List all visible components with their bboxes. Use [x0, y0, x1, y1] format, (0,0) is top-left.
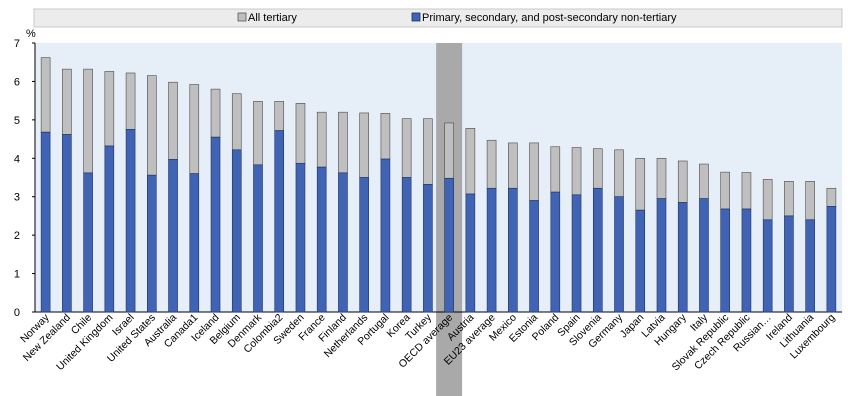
bar-all-tertiary — [274, 101, 285, 131]
bar-primary-secondary — [231, 149, 242, 313]
bar-all-tertiary — [104, 71, 115, 147]
y-tick-label: 6 — [14, 76, 20, 88]
legend-box — [33, 8, 843, 28]
bar-all-tertiary — [508, 142, 518, 189]
bar-primary-secondary — [677, 202, 688, 313]
bar-all-tertiary — [550, 146, 561, 193]
bar-primary-secondary — [125, 129, 136, 313]
bar-all-tertiary — [635, 157, 646, 211]
category-label: Japan — [618, 312, 647, 341]
bar-primary-secondary — [62, 134, 72, 313]
bar-primary-secondary — [571, 194, 582, 313]
bar-primary-secondary — [40, 131, 51, 313]
bar-all-tertiary — [401, 118, 412, 178]
bar-all-tertiary — [465, 128, 476, 195]
bar-primary-secondary — [699, 198, 709, 313]
bar-all-tertiary — [677, 160, 688, 203]
bar-all-tertiary — [699, 163, 709, 199]
bar-all-tertiary — [529, 142, 539, 201]
bar-primary-secondary — [741, 208, 752, 313]
bar-primary-secondary — [592, 187, 603, 313]
bar-primary-secondary — [210, 136, 221, 313]
bar-primary-secondary — [656, 198, 667, 313]
y-axis-unit-label: % — [26, 28, 36, 40]
bar-primary-secondary — [805, 219, 815, 313]
bar-primary-secondary — [401, 177, 412, 313]
bar-all-tertiary — [168, 81, 178, 160]
y-tick-label: 3 — [14, 192, 20, 204]
bar-all-tertiary — [826, 187, 837, 207]
bar-all-tertiary — [805, 181, 815, 221]
bar-all-tertiary — [147, 75, 157, 176]
bar-primary-secondary — [784, 215, 794, 313]
bar-primary-secondary — [274, 130, 285, 313]
bar-primary-secondary — [168, 159, 178, 313]
bar-primary-secondary — [338, 172, 348, 313]
bar-primary-secondary — [253, 164, 263, 313]
bar-all-tertiary — [40, 57, 51, 133]
bar-all-tertiary — [295, 103, 306, 164]
bar-primary-secondary — [423, 184, 433, 313]
bar-all-tertiary — [125, 72, 136, 130]
bar-primary-secondary — [147, 174, 157, 313]
y-tick-label: 1 — [14, 269, 20, 281]
bar-all-tertiary — [656, 157, 667, 199]
bar-all-tertiary — [444, 122, 454, 179]
bar-all-tertiary — [83, 68, 93, 174]
bar-all-tertiary — [231, 93, 242, 151]
bar-primary-secondary — [359, 177, 369, 313]
legend-label-all-tertiary: All tertiary — [248, 12, 297, 24]
bar-all-tertiary — [741, 172, 752, 210]
y-tick-label: 5 — [14, 115, 20, 127]
bar-all-tertiary — [784, 181, 794, 217]
bar-all-tertiary — [253, 101, 263, 166]
bar-primary-secondary — [826, 206, 837, 313]
bar-primary-secondary — [295, 162, 306, 313]
bar-primary-secondary — [104, 145, 115, 313]
bar-all-tertiary — [614, 149, 624, 198]
legend-label-primary: Primary, secondary, and post-secondary n… — [422, 12, 677, 24]
bar-all-tertiary — [210, 88, 221, 138]
bar-primary-secondary — [444, 177, 454, 313]
bar-all-tertiary — [486, 139, 497, 189]
bar-all-tertiary — [62, 68, 72, 135]
legend: All tertiary Primary, secondary, and pos… — [33, 8, 843, 28]
bar-all-tertiary — [423, 118, 433, 185]
bar-all-tertiary — [189, 84, 200, 174]
legend-swatch-all-tertiary — [237, 12, 247, 22]
bar-all-tertiary — [720, 171, 730, 210]
y-tick-label: 7 — [14, 38, 20, 50]
bar-primary-secondary — [189, 173, 200, 313]
bar-primary-secondary — [380, 158, 391, 313]
y-tick-label: 2 — [14, 230, 20, 242]
bar-primary-secondary — [529, 200, 539, 313]
y-tick-label: 4 — [14, 153, 20, 165]
bar-primary-secondary — [635, 209, 646, 313]
bar-primary-secondary — [486, 187, 497, 313]
bar-primary-secondary — [762, 219, 773, 313]
legend-swatch-primary — [411, 12, 421, 22]
bar-primary-secondary — [550, 191, 561, 313]
bar-primary-secondary — [465, 193, 476, 313]
bar-all-tertiary — [762, 179, 773, 221]
bar-all-tertiary — [380, 113, 391, 160]
bar-all-tertiary — [316, 111, 327, 168]
bar-all-tertiary — [592, 148, 603, 189]
bar-all-tertiary — [359, 112, 369, 178]
bar-primary-secondary — [316, 166, 327, 313]
bars — [40, 57, 837, 313]
bar-primary-secondary — [508, 187, 518, 313]
bar-primary-secondary — [720, 208, 730, 313]
bar-primary-secondary — [83, 172, 93, 313]
bar-all-tertiary — [338, 111, 348, 174]
bar-primary-secondary — [614, 196, 624, 313]
y-tick-label: 0 — [14, 307, 20, 319]
bar-all-tertiary — [571, 147, 582, 196]
